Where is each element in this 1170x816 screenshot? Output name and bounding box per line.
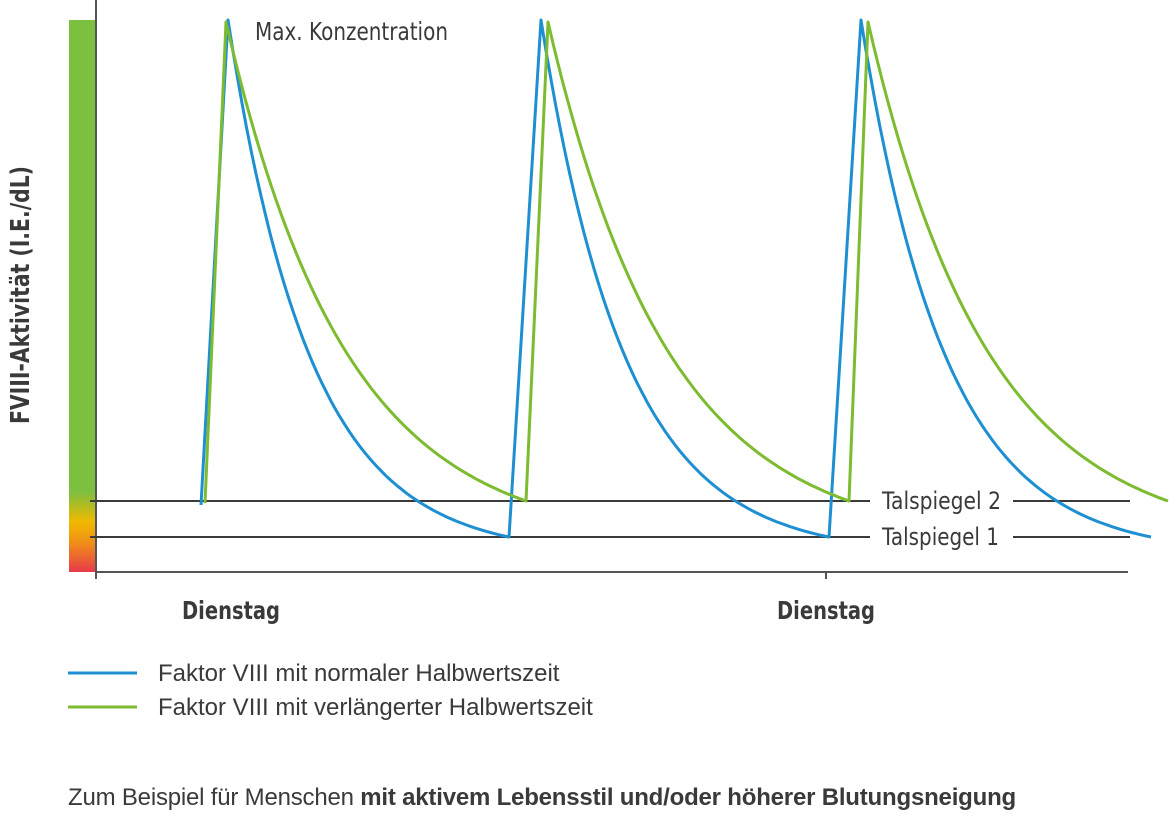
footer-text-bold: mit aktivem Lebensstil und/oder höherer …: [360, 784, 1017, 811]
legend-label-extended: Faktor VIII mit verlängerter Halbwertsze…: [158, 694, 593, 721]
peak-annotation: Max. Konzentration: [255, 17, 448, 46]
x-tick-label-1: Dienstag: [182, 596, 280, 625]
trough-2-label: Talspiegel 2: [881, 487, 1001, 515]
footer-note: Zum Beispiel für Menschen mit aktivem Le…: [68, 784, 1016, 812]
trough-1-label: Talspiegel 1: [881, 523, 999, 551]
series-normal-half-life-line: [199, 18, 1152, 539]
footer-text-regular: Zum Beispiel für Menschen: [68, 784, 361, 811]
x-tick-label-2: Dienstag: [777, 596, 875, 625]
y-axis-label: FVIII-Aktivität (I.E./dL): [6, 166, 36, 424]
pk-chart: Max. Konzentration Talspiegel 2 Talspieg…: [6, 0, 1169, 721]
activity-scale-bar: [69, 20, 96, 572]
series-extended-half-life-line: [203, 20, 1169, 504]
legend-label-normal: Faktor VIII mit normaler Halbwertszeit: [158, 660, 560, 687]
